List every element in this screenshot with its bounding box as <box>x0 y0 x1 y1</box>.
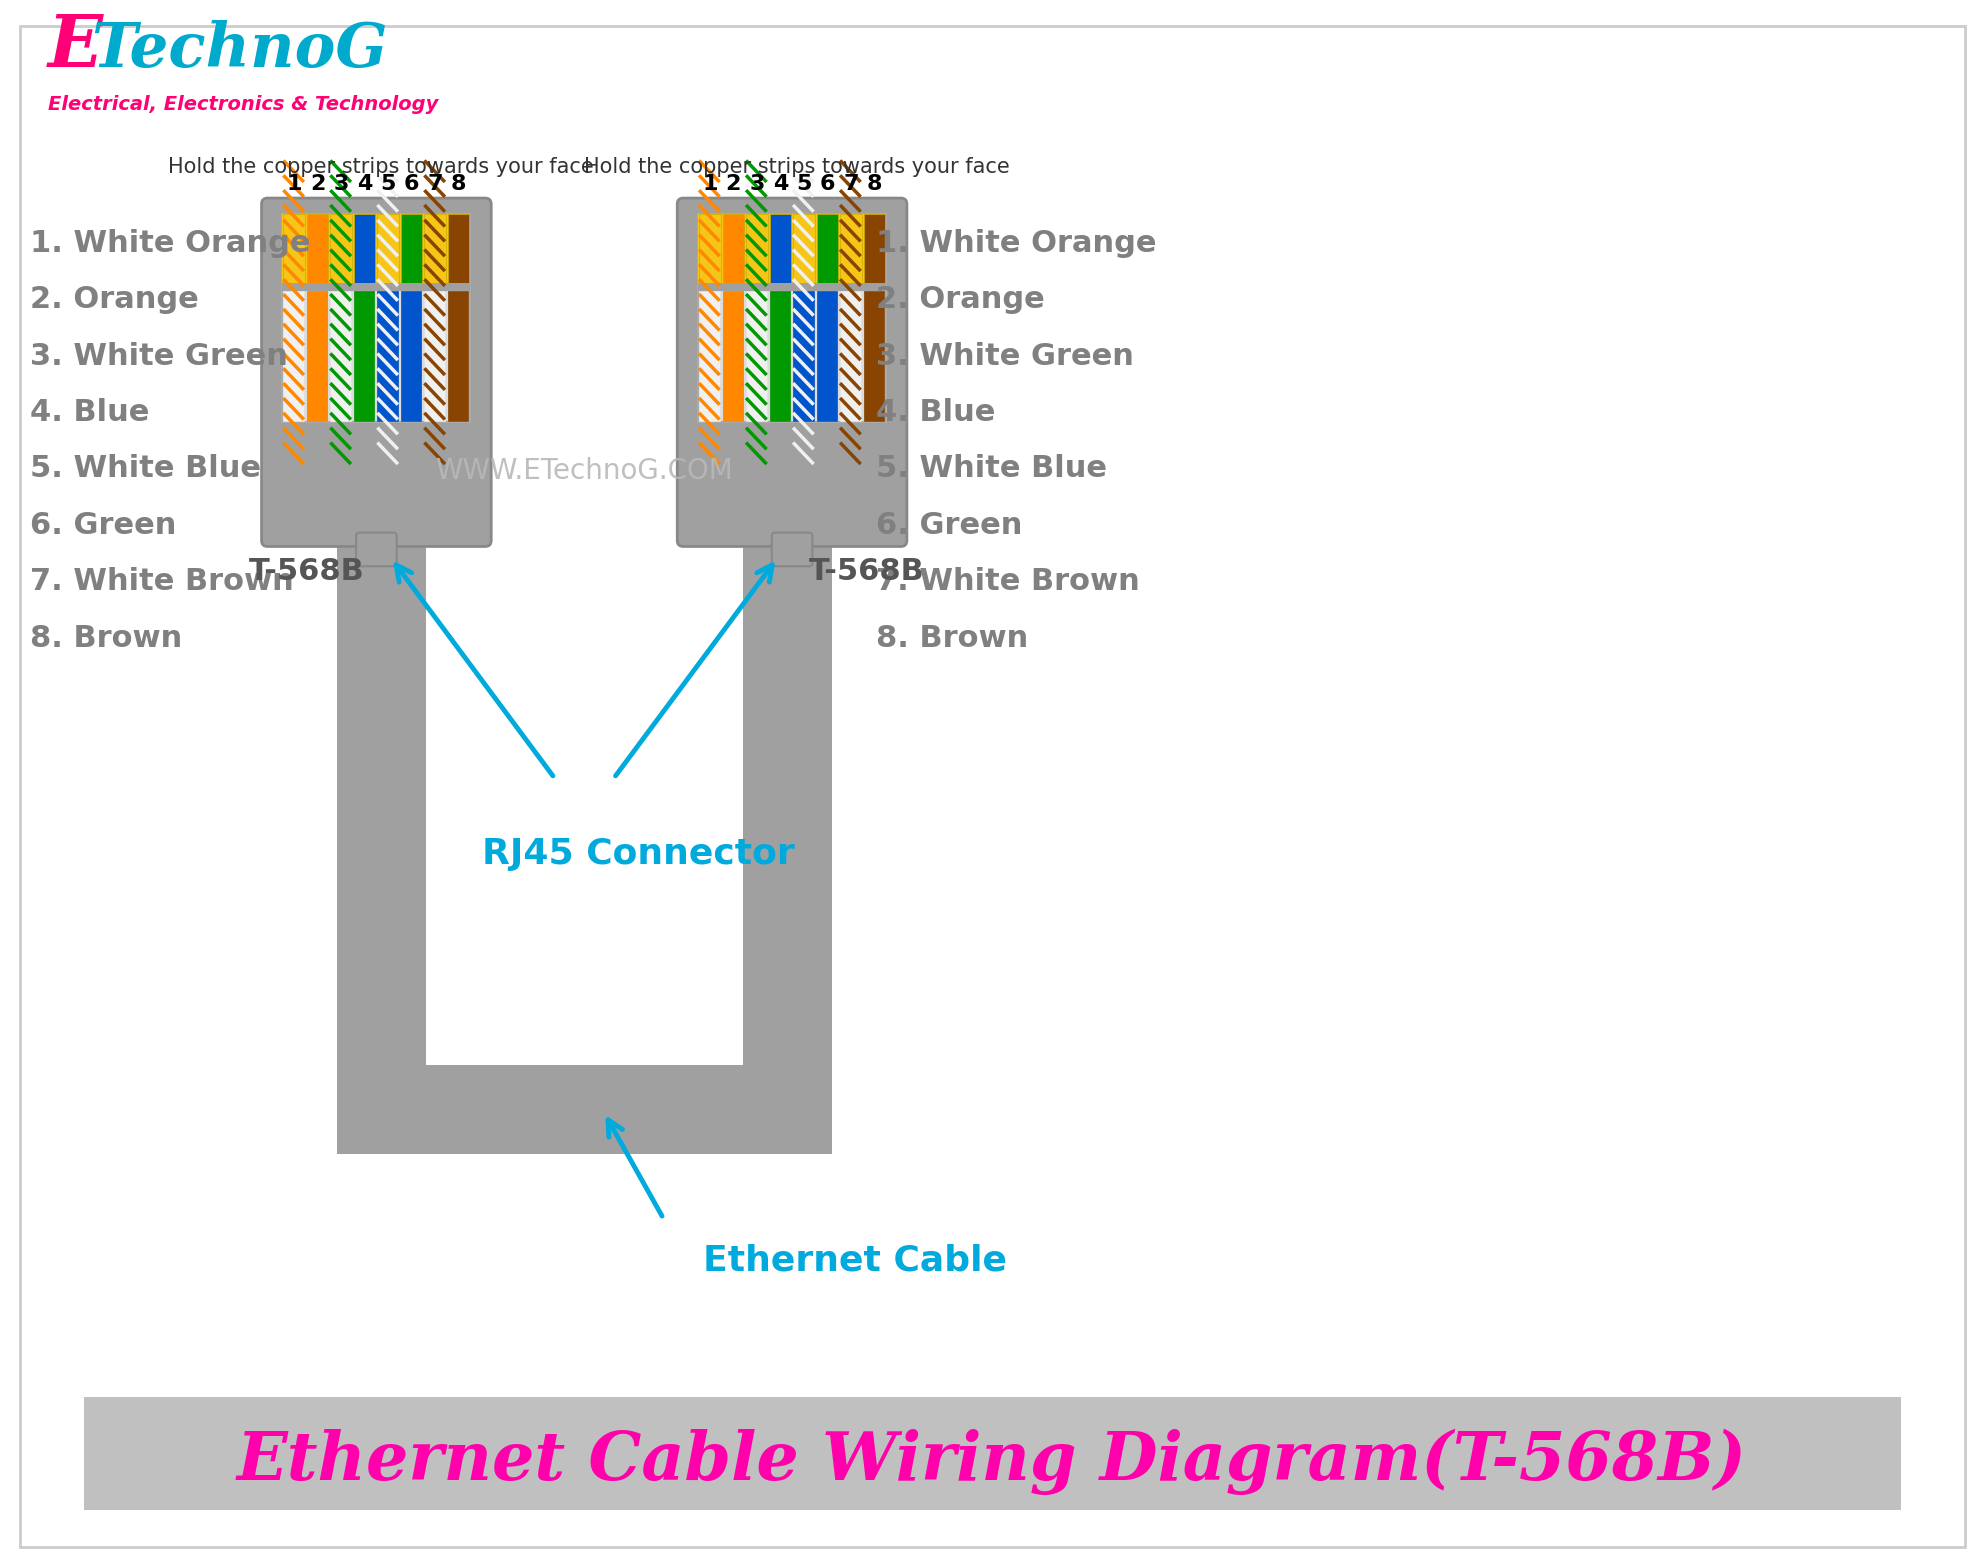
Text: 1. White Orange: 1. White Orange <box>875 229 1157 258</box>
Bar <box>284 291 306 422</box>
Text: 5: 5 <box>381 174 395 195</box>
Bar <box>449 213 468 283</box>
Bar <box>816 291 838 422</box>
Bar <box>863 213 885 283</box>
Bar <box>377 213 399 283</box>
Text: TechnoG: TechnoG <box>91 20 387 81</box>
Bar <box>401 213 423 283</box>
Bar <box>401 291 423 422</box>
Bar <box>353 213 375 283</box>
Text: 7: 7 <box>427 174 443 195</box>
Bar <box>308 291 328 422</box>
Text: Ethernet Cable: Ethernet Cable <box>703 1242 1006 1277</box>
Text: 6. Green: 6. Green <box>875 511 1022 540</box>
Text: 1: 1 <box>286 174 302 195</box>
Text: 5. White Blue: 5. White Blue <box>875 455 1108 483</box>
Bar <box>746 291 768 422</box>
Bar <box>699 213 885 422</box>
Bar <box>746 213 768 283</box>
Text: 2: 2 <box>727 174 740 195</box>
Text: 7: 7 <box>844 174 860 195</box>
Text: Hold the copper strips towards your face: Hold the copper strips towards your face <box>584 157 1010 177</box>
FancyBboxPatch shape <box>262 198 490 547</box>
Bar <box>308 213 328 283</box>
Bar <box>284 213 306 283</box>
Bar <box>699 291 721 422</box>
Text: 5: 5 <box>796 174 812 195</box>
Bar <box>794 213 814 283</box>
Text: 8. Brown: 8. Brown <box>30 624 183 652</box>
Text: Ethernet Cable Wiring Diagram(T-568B): Ethernet Cable Wiring Diagram(T-568B) <box>236 1428 1747 1495</box>
Text: 5. White Blue: 5. White Blue <box>30 455 260 483</box>
Bar <box>699 283 885 291</box>
Text: 3: 3 <box>748 174 764 195</box>
Text: 3: 3 <box>333 174 349 195</box>
Bar <box>742 540 832 1135</box>
Text: 2: 2 <box>310 174 326 195</box>
Text: RJ45 Connector: RJ45 Connector <box>482 838 796 872</box>
Text: Electrical, Electronics & Technology: Electrical, Electronics & Technology <box>48 95 439 114</box>
Bar <box>816 213 838 283</box>
Text: 2. Orange: 2. Orange <box>30 285 199 315</box>
Bar <box>863 291 885 422</box>
Bar <box>282 213 470 283</box>
Text: 6. Green: 6. Green <box>30 511 177 540</box>
Bar <box>330 291 351 422</box>
Bar <box>377 291 399 422</box>
Text: T-568B: T-568B <box>808 557 925 585</box>
Bar <box>449 291 468 422</box>
Text: 3. White Green: 3. White Green <box>875 341 1133 371</box>
Bar <box>770 291 792 422</box>
Text: 1. White Orange: 1. White Orange <box>30 229 310 258</box>
Text: 4. Blue: 4. Blue <box>30 399 149 427</box>
Text: 7. White Brown: 7. White Brown <box>30 567 294 596</box>
Bar <box>282 213 470 422</box>
Text: Hold the copper strips towards your face: Hold the copper strips towards your face <box>169 157 594 177</box>
Bar <box>770 213 792 283</box>
Bar <box>337 540 427 1135</box>
FancyBboxPatch shape <box>772 532 812 567</box>
Text: 6: 6 <box>403 174 419 195</box>
Bar <box>699 213 721 283</box>
Bar <box>282 283 470 291</box>
Text: 8. Brown: 8. Brown <box>875 624 1028 652</box>
Text: 4. Blue: 4. Blue <box>875 399 996 427</box>
Text: 2. Orange: 2. Orange <box>875 285 1044 315</box>
Text: T-568B: T-568B <box>250 557 365 585</box>
Bar <box>699 213 885 283</box>
Bar <box>723 291 744 422</box>
Bar <box>330 213 351 283</box>
Bar <box>425 291 447 422</box>
Text: E: E <box>48 11 103 83</box>
Bar <box>337 1065 832 1154</box>
FancyBboxPatch shape <box>355 532 397 567</box>
Text: 4: 4 <box>357 174 373 195</box>
Text: 3. White Green: 3. White Green <box>30 341 288 371</box>
Text: 8: 8 <box>451 174 466 195</box>
Bar <box>840 291 861 422</box>
Text: 6: 6 <box>820 174 836 195</box>
Text: 7. White Brown: 7. White Brown <box>875 567 1139 596</box>
Bar <box>425 213 447 283</box>
Text: WWW.ETechnoG.COM: WWW.ETechnoG.COM <box>435 458 732 486</box>
Bar <box>794 291 814 422</box>
Bar <box>840 213 861 283</box>
Text: 4: 4 <box>772 174 788 195</box>
Bar <box>85 1397 1900 1510</box>
Text: 8: 8 <box>867 174 881 195</box>
Bar <box>723 213 744 283</box>
Text: 1: 1 <box>703 174 717 195</box>
Bar <box>353 291 375 422</box>
FancyBboxPatch shape <box>677 198 907 547</box>
